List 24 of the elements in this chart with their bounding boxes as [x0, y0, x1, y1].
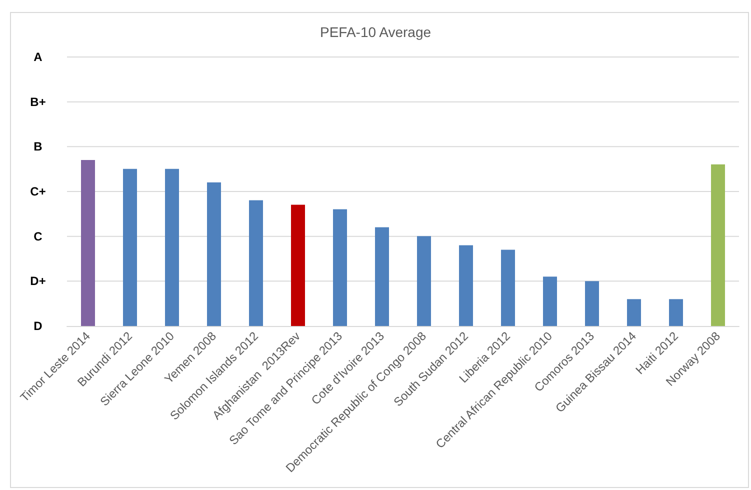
bar [543, 276, 557, 326]
text: B [34, 140, 43, 154]
chart-title: PEFA-10 Average [320, 24, 432, 40]
text: B+ [30, 94, 46, 109]
bar [627, 299, 641, 326]
bar [375, 227, 389, 326]
text: D+ [30, 274, 46, 288]
bar [459, 245, 473, 326]
text: D [34, 319, 43, 333]
bar [81, 160, 95, 326]
text: C [34, 229, 43, 244]
bar [291, 204, 305, 326]
bar [501, 250, 515, 326]
bar [417, 236, 431, 326]
bar [123, 168, 137, 326]
bar [165, 168, 179, 326]
text: A [34, 50, 43, 64]
text: C+ [30, 184, 46, 198]
bar [249, 200, 263, 326]
bar [669, 299, 683, 326]
bar [333, 209, 347, 326]
bar [711, 164, 725, 326]
bar [207, 182, 221, 326]
bar [585, 281, 599, 326]
